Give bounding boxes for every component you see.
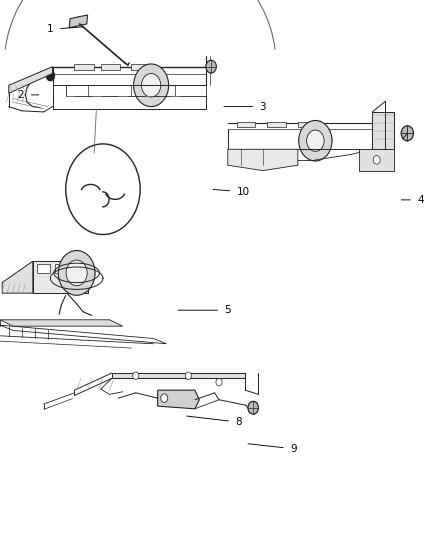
Circle shape: [66, 144, 140, 235]
Circle shape: [161, 394, 168, 402]
Polygon shape: [131, 64, 151, 70]
Polygon shape: [372, 112, 394, 149]
Text: 5: 5: [178, 305, 231, 315]
Circle shape: [307, 130, 324, 151]
Circle shape: [134, 64, 169, 107]
Circle shape: [185, 372, 191, 379]
Circle shape: [66, 260, 87, 286]
Polygon shape: [55, 264, 68, 273]
Circle shape: [58, 251, 95, 295]
Polygon shape: [267, 122, 286, 127]
Polygon shape: [158, 390, 199, 409]
Polygon shape: [298, 122, 316, 127]
Circle shape: [216, 378, 222, 386]
Polygon shape: [359, 149, 394, 171]
Text: 10: 10: [213, 187, 250, 197]
Text: 9: 9: [248, 444, 297, 454]
Text: 8: 8: [187, 416, 242, 427]
Polygon shape: [37, 264, 50, 273]
Polygon shape: [237, 122, 255, 127]
Polygon shape: [2, 261, 33, 293]
Polygon shape: [0, 320, 123, 326]
Polygon shape: [74, 64, 94, 70]
Text: 1: 1: [47, 25, 83, 34]
Circle shape: [251, 150, 257, 157]
Circle shape: [373, 156, 380, 164]
Polygon shape: [9, 67, 53, 93]
Polygon shape: [228, 149, 298, 171]
Circle shape: [46, 70, 55, 81]
Polygon shape: [33, 261, 88, 293]
Polygon shape: [101, 64, 120, 70]
Polygon shape: [112, 373, 245, 378]
Circle shape: [282, 150, 287, 157]
Polygon shape: [69, 15, 88, 28]
Text: 3: 3: [224, 102, 266, 111]
Text: 2: 2: [18, 90, 39, 100]
Circle shape: [248, 401, 258, 414]
Circle shape: [141, 74, 161, 97]
Circle shape: [401, 126, 413, 141]
Circle shape: [133, 372, 139, 379]
Circle shape: [206, 60, 216, 73]
Text: 4: 4: [401, 195, 424, 205]
Circle shape: [299, 120, 332, 161]
